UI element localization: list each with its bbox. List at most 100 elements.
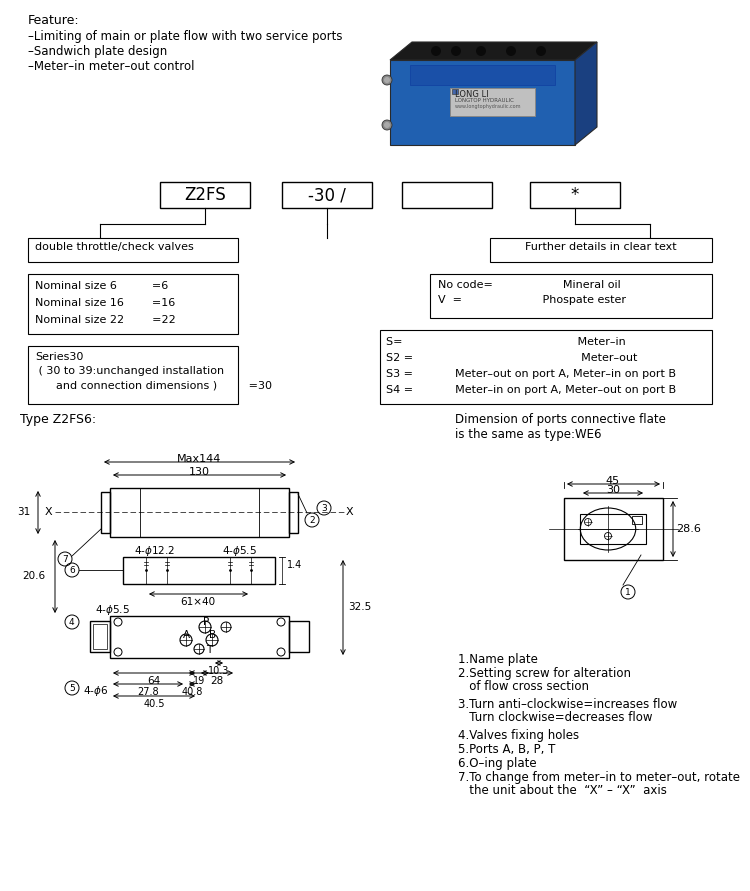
Text: 1.Name plate: 1.Name plate bbox=[458, 653, 538, 666]
Bar bbox=[632, 516, 642, 524]
Circle shape bbox=[384, 122, 390, 128]
Circle shape bbox=[451, 46, 461, 56]
Text: 4-$\phi$5.5: 4-$\phi$5.5 bbox=[222, 544, 256, 558]
Bar bbox=[160, 182, 250, 208]
Text: 20.6: 20.6 bbox=[22, 571, 45, 581]
Text: Max144: Max144 bbox=[177, 454, 221, 464]
Text: Further details in clear text: Further details in clear text bbox=[525, 242, 676, 252]
Bar bbox=[564, 498, 663, 560]
Text: 2.Setting screw for alteration: 2.Setting screw for alteration bbox=[458, 667, 631, 680]
Circle shape bbox=[431, 46, 441, 56]
Text: –Limiting of main or plate flow with two service ports: –Limiting of main or plate flow with two… bbox=[28, 30, 343, 43]
Bar bbox=[93, 624, 107, 649]
Text: 31: 31 bbox=[16, 507, 30, 517]
Polygon shape bbox=[390, 42, 597, 60]
Text: S3 =            Meter–out on port A, Meter–in on port B: S3 = Meter–out on port A, Meter–in on po… bbox=[386, 369, 676, 379]
Text: 4.Valves fixing holes: 4.Valves fixing holes bbox=[458, 729, 579, 742]
Text: 28: 28 bbox=[210, 676, 224, 686]
Text: X: X bbox=[45, 507, 53, 517]
Text: A: A bbox=[183, 630, 190, 640]
Text: 61×40: 61×40 bbox=[181, 597, 215, 607]
Bar bbox=[28, 238, 238, 262]
Text: 27.8: 27.8 bbox=[137, 687, 159, 697]
Text: S2 =                                                Meter–out: S2 = Meter–out bbox=[386, 353, 638, 363]
Text: Type Z2FS6:: Type Z2FS6: bbox=[20, 413, 96, 426]
Text: 30: 30 bbox=[606, 485, 620, 495]
Text: Nominal size 16        =16: Nominal size 16 =16 bbox=[35, 298, 176, 308]
Polygon shape bbox=[575, 42, 597, 145]
Text: 4-$\phi$5.5: 4-$\phi$5.5 bbox=[95, 603, 130, 617]
Text: Turn clockwise=decreases flow: Turn clockwise=decreases flow bbox=[458, 711, 652, 724]
Circle shape bbox=[384, 77, 390, 83]
Text: 1.4: 1.4 bbox=[287, 560, 302, 570]
Bar bbox=[289, 492, 298, 533]
Text: 3: 3 bbox=[321, 504, 327, 513]
Text: Dimension of ports connective flate
is the same as type:WE6: Dimension of ports connective flate is t… bbox=[455, 413, 666, 441]
Text: 4: 4 bbox=[69, 618, 74, 627]
Text: 5: 5 bbox=[69, 684, 75, 693]
Bar bbox=[289, 621, 309, 652]
Bar bbox=[452, 89, 458, 94]
Text: No code=                    Mineral oil: No code= Mineral oil bbox=[438, 280, 621, 290]
Text: 3.Turn anti–clockwise=increases flow: 3.Turn anti–clockwise=increases flow bbox=[458, 698, 677, 711]
Bar bbox=[380, 330, 712, 404]
Circle shape bbox=[536, 46, 546, 56]
Text: –Meter–in meter–out control: –Meter–in meter–out control bbox=[28, 60, 194, 73]
Text: 40.5: 40.5 bbox=[143, 699, 165, 709]
Text: Nominal size 22        =22: Nominal size 22 =22 bbox=[35, 315, 176, 325]
Text: 130: 130 bbox=[188, 467, 209, 477]
Text: double throttle/check valves: double throttle/check valves bbox=[35, 242, 194, 252]
Text: www.longtophydraulic.com: www.longtophydraulic.com bbox=[455, 104, 521, 109]
Text: 19: 19 bbox=[193, 676, 205, 686]
Text: X: X bbox=[346, 507, 354, 517]
Text: P: P bbox=[203, 617, 209, 627]
Circle shape bbox=[382, 120, 392, 130]
Text: S=                                                  Meter–in: S= Meter–in bbox=[386, 337, 626, 347]
Text: ( 30 to 39:unchanged installation: ( 30 to 39:unchanged installation bbox=[35, 366, 224, 376]
Bar bbox=[450, 88, 535, 116]
Circle shape bbox=[476, 46, 486, 56]
Text: -30 /: -30 / bbox=[308, 186, 346, 204]
Bar bbox=[580, 514, 646, 544]
Text: 6.O–ing plate: 6.O–ing plate bbox=[458, 757, 537, 770]
Bar bbox=[530, 182, 620, 208]
Bar bbox=[390, 60, 575, 145]
Text: LONGTOP HYDRAULIC: LONGTOP HYDRAULIC bbox=[455, 98, 514, 103]
Text: 7: 7 bbox=[62, 555, 68, 564]
Text: B: B bbox=[209, 630, 216, 640]
Text: 6: 6 bbox=[69, 566, 75, 575]
Bar bbox=[430, 274, 712, 318]
Text: 2: 2 bbox=[309, 516, 315, 525]
Bar bbox=[110, 616, 289, 658]
Text: Nominal size 6          =6: Nominal size 6 =6 bbox=[35, 281, 168, 291]
Bar bbox=[28, 274, 238, 334]
Circle shape bbox=[506, 46, 516, 56]
Text: 4-$\phi$12.2: 4-$\phi$12.2 bbox=[134, 544, 175, 558]
Text: Feature:: Feature: bbox=[28, 14, 80, 27]
Text: 28.6: 28.6 bbox=[676, 524, 700, 534]
Bar bbox=[282, 182, 372, 208]
Text: 32.5: 32.5 bbox=[348, 602, 371, 612]
Text: 1: 1 bbox=[625, 588, 631, 597]
Text: and connection dimensions )         =30: and connection dimensions ) =30 bbox=[35, 380, 272, 390]
Text: 10.3: 10.3 bbox=[209, 666, 230, 676]
Circle shape bbox=[382, 75, 392, 85]
Text: T: T bbox=[206, 645, 212, 655]
Bar bbox=[28, 346, 238, 404]
Bar bbox=[490, 238, 712, 262]
Text: 7.To change from meter–in to meter–out, rotate: 7.To change from meter–in to meter–out, … bbox=[458, 771, 740, 784]
Text: V  =                       Phospate ester: V = Phospate ester bbox=[438, 295, 626, 305]
Text: S4 =            Meter–in on port A, Meter–out on port B: S4 = Meter–in on port A, Meter–out on po… bbox=[386, 385, 676, 395]
Bar bbox=[90, 621, 110, 652]
Bar bbox=[110, 488, 289, 537]
Text: *: * bbox=[571, 186, 579, 204]
Text: 40.8: 40.8 bbox=[182, 687, 203, 697]
Text: Series30: Series30 bbox=[35, 352, 83, 362]
Text: –Sandwich plate design: –Sandwich plate design bbox=[28, 45, 167, 58]
Text: 4-$\phi$6: 4-$\phi$6 bbox=[83, 684, 108, 698]
Text: the unit about the  “X” – “X”  axis: the unit about the “X” – “X” axis bbox=[458, 784, 667, 797]
Text: Z2FS: Z2FS bbox=[184, 186, 226, 204]
Text: of flow cross section: of flow cross section bbox=[458, 680, 589, 693]
Text: 5.Ports A, B, P, T: 5.Ports A, B, P, T bbox=[458, 743, 555, 756]
Bar bbox=[123, 557, 275, 584]
